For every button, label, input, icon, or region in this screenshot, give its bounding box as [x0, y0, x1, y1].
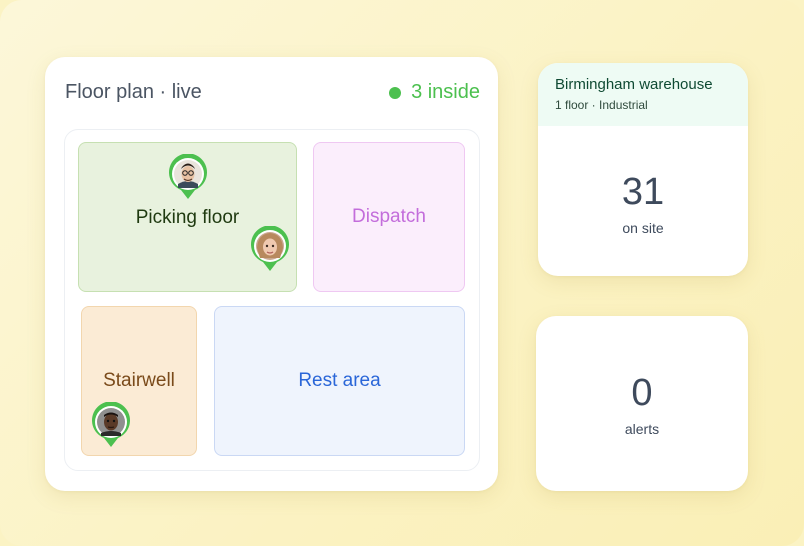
room-label: Dispatch [352, 206, 426, 228]
warehouse-card[interactable]: Birmingham warehouse 1 floor · Industria… [538, 63, 748, 276]
room-label: Picking floor [136, 207, 240, 229]
floor-plan-map: Picking floor Dispatch Stairwell Rest ar… [64, 129, 480, 471]
person-pin-avatar-icon[interactable] [91, 402, 131, 448]
live-dot-icon [389, 87, 401, 99]
floor-plan-card: Floor plan · live 3 inside Picking floor… [45, 57, 498, 491]
warehouse-header: Birmingham warehouse 1 floor · Industria… [538, 63, 748, 126]
warehouse-name: Birmingham warehouse [555, 76, 748, 93]
person-pin-avatar-icon[interactable] [250, 226, 290, 272]
room-label: Rest area [298, 370, 380, 392]
on-site-count: 31 [538, 171, 748, 214]
floor-plan-title: Floor plan · live [65, 81, 202, 104]
room-rest-area[interactable]: Rest area [214, 306, 465, 456]
on-site-label: on site [538, 220, 748, 236]
occupancy-count: 3 inside [411, 81, 480, 104]
room-label: Stairwell [103, 370, 175, 392]
room-dispatch[interactable]: Dispatch [313, 142, 465, 292]
person-pin-avatar-icon[interactable] [168, 154, 208, 200]
alerts-count: 0 [536, 372, 748, 415]
alerts-card[interactable]: 0 alerts [536, 316, 748, 491]
live-status-badge: 3 inside [389, 81, 480, 104]
alerts-stat: 0 alerts [536, 372, 748, 437]
on-site-stat: 31 on site [538, 171, 748, 236]
warehouse-subtitle: 1 floor · Industrial [555, 98, 748, 112]
alerts-label: alerts [536, 421, 748, 437]
